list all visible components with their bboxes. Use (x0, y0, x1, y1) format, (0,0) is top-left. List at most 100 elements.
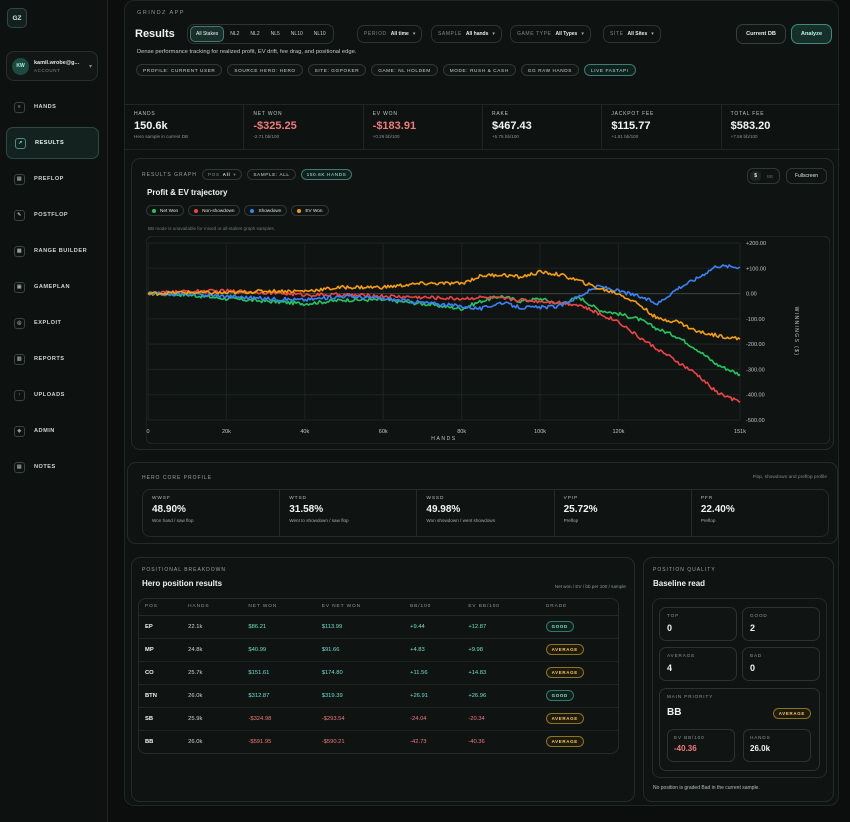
graph-note: BB mode is unavailable for mixed or all-… (148, 226, 275, 231)
sidebar-item-admin[interactable]: ◈ ADMIN (6, 415, 99, 447)
row-hands: 25.9k (182, 707, 243, 731)
current-db-button[interactable]: Current DB (736, 24, 786, 44)
stakes-segmented-control: All Stakes NL2 NL2 NL5 NL10 NL10 (187, 24, 334, 44)
row-ev-bb100: +12.87 (462, 615, 540, 639)
position-filter[interactable]: POS All ▾ (201, 169, 243, 180)
row-hands: 22.1k (182, 615, 243, 639)
preflop-icon: ▤ (14, 173, 25, 185)
table-row[interactable]: SB 25.9k -$324.98 -$293.54 -24.04 -20.34 AVERA… (139, 707, 618, 731)
app-logo[interactable]: GZ (7, 8, 27, 28)
profile-metric-value: 48.90% (152, 504, 186, 515)
chip-mode: MODE: RUSH & CASH (442, 64, 516, 76)
sample-select[interactable]: SAMPLE All hands ▾ (431, 25, 502, 43)
table-row[interactable]: BB 26.0k -$591.95 -$590.21 -42.73 -40.36 AVERA… (139, 730, 618, 753)
game-type-value: All Types (555, 31, 578, 37)
hands-chip: 150.6K HANDS (300, 169, 353, 180)
table-row[interactable]: BTN 26.0k $312.87 $319.39 +26.91 +26.96 GOOD (139, 684, 618, 708)
legend-ev-won[interactable]: EV Won (291, 205, 329, 216)
series-line-ev-won (147, 269, 741, 341)
grade-badge: AVERAGE (545, 644, 584, 655)
x-tick-label: 80k (457, 429, 466, 435)
stake-nl2-b[interactable]: NL2 (250, 31, 260, 37)
game-type-select[interactable]: GAME TYPE All Types ▾ (510, 25, 591, 43)
hero-core-profile-card: HERO CORE PROFILE Flop, showdown and pre… (127, 462, 838, 544)
sidebar-item-postflop[interactable]: ✎ POSTFLOP (6, 199, 99, 231)
sample-chip: SAMPLE: ALL (247, 169, 296, 180)
table-row[interactable]: CO 25.7k $151.61 $174.80 +11.56 +14.83 AVERAGE (139, 661, 618, 685)
table-row[interactable]: EP 22.1k $86.21 $113.99 +9.44 +12.87 GOOD (139, 615, 618, 639)
stat-label: RAKE (491, 111, 509, 117)
main-priority-label: MAIN PRIORITY (667, 694, 714, 699)
table-row[interactable]: MP 24.8k $40.99 $91.66 +4.83 +9.98 AVERAGE (139, 638, 618, 662)
chevron-down-icon: ▾ (412, 31, 416, 37)
stat-sub: +7.56 bb/100 (730, 134, 758, 139)
graph-legend: Net Won Non-showdown Showdown EV Won (146, 205, 329, 216)
sidebar-item-reports[interactable]: ▥ REPORTS (6, 343, 99, 375)
stake-all[interactable]: All Stakes (190, 26, 225, 42)
row-bb100: -24.04 (404, 707, 463, 731)
series-line-non-showdown (147, 288, 741, 403)
chevron-down-icon: ▾ (651, 31, 654, 37)
profile-metric-sub: Preflop (700, 518, 716, 523)
chart-icon: ↗ (15, 137, 26, 149)
row-position: SB (139, 707, 183, 731)
bad-count-box: BAD 0 (742, 647, 820, 681)
bb-unit-button[interactable]: BB (766, 173, 773, 179)
profile-metric-sub: Preflop (563, 518, 579, 523)
grade-badge: AVERAGE (545, 713, 584, 724)
stat-sub: +1.81 bb/100 (611, 134, 639, 139)
unit-toggle: $ BB (747, 168, 780, 184)
profile-metric-sub: Went to showdown / saw flop (289, 518, 349, 523)
stat-value: $115.77 (611, 120, 651, 132)
legend-showdown[interactable]: Showdown (244, 205, 288, 216)
x-tick-label: 20k (222, 429, 231, 435)
row-grade-cell: GOOD (539, 684, 618, 708)
row-bb100: +4.83 (404, 638, 463, 662)
sidebar-item-notes[interactable]: ▤ NOTES (6, 451, 99, 483)
row-net-won: $86.21 (242, 615, 316, 639)
sidebar-item-preflop[interactable]: ▤ PREFLOP (6, 163, 99, 195)
stat-net-won: NET WON -$325.25 -2.71 bb/100 (244, 105, 364, 149)
row-ev-bb100: -40.36 (468, 738, 485, 745)
legend-label: Non-showdown (202, 208, 235, 213)
stake-nl10-a[interactable]: NL10 (290, 31, 303, 37)
stake-nl5[interactable]: NL5 (270, 31, 280, 37)
profile-metric-value: 22.40% (700, 504, 735, 515)
period-select[interactable]: PERIOD All time ▾ (357, 25, 423, 43)
stat-label: HANDS (134, 111, 156, 117)
sidebar-item-results[interactable]: ↗ RESULTS (6, 127, 99, 159)
graph-title: Profit & EV trajectory (147, 188, 228, 197)
stat-ev-won: EV WON -$183.91 +0.26 bb/100 (364, 105, 483, 149)
sidebar-item-hands[interactable]: ≡ HANDS (6, 91, 99, 123)
stake-nl10-b[interactable]: NL10 (313, 31, 326, 37)
ev-bb-box: EV BB/100 -40.36 (667, 729, 735, 762)
sidebar-item-gameplan[interactable]: ▣ GAMEPLAN (6, 271, 99, 303)
site-select[interactable]: SITE All Sites ▾ (603, 25, 661, 43)
stake-nl2-a[interactable]: NL2 (230, 31, 240, 37)
stat-rake: RAKE $467.43 +5.75 bb/100 (483, 105, 603, 149)
average-count-box: AVERAGE 4 (659, 647, 737, 681)
dollar-unit-button[interactable]: $ (750, 171, 761, 181)
user-menu[interactable]: KW kamil.wrobe@g... ACCOUNT ▾ (6, 51, 98, 81)
profile-metric-sub: Won hand / saw flop (152, 518, 194, 523)
column-header: POS (139, 599, 183, 616)
row-ev-net-won: $174.80 (315, 661, 405, 685)
fullscreen-button[interactable]: Fullscreen (786, 168, 827, 184)
avatar: KW (12, 57, 29, 75)
stat-sub: +0.26 bb/100 (372, 134, 400, 139)
analyze-button[interactable]: Analyze (791, 24, 832, 44)
chip-source-hero: SOURCE HERO: HERO (227, 64, 303, 76)
row-ev-net-won: -$293.54 (315, 707, 405, 731)
y-tick-label: -500.00 (746, 418, 765, 424)
sidebar-item-range-builder[interactable]: ▦ RANGE BUILDER (6, 235, 99, 267)
legend-non-showdown[interactable]: Non-showdown (188, 205, 241, 216)
legend-net-won[interactable]: Net Won (146, 205, 185, 216)
site-value: All Sites (627, 31, 648, 37)
period-label: PERIOD (364, 31, 387, 37)
series-line-net-won (147, 291, 741, 377)
sidebar-item-label: HANDS (34, 104, 57, 110)
sidebar-item-exploit[interactable]: ◎ EXPLOIT (6, 307, 99, 339)
user-name: kamil.wrobe@g... (34, 59, 80, 66)
stat-jackpot-fee: JACKPOT FEE $115.77 +1.81 bb/100 (602, 105, 722, 149)
sidebar-item-uploads[interactable]: ↑ UPLOADS (6, 379, 99, 411)
